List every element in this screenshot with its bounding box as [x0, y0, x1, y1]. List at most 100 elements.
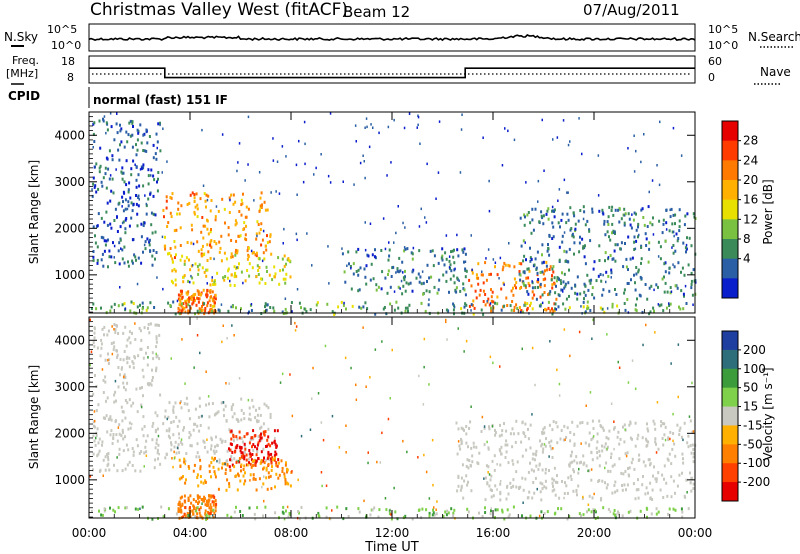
velocity-cell — [331, 414, 334, 418]
power-cell — [214, 293, 217, 297]
velocity-cell — [179, 505, 182, 509]
power-cell — [683, 294, 685, 298]
power-cell — [415, 276, 418, 280]
velocity-cell — [143, 425, 146, 428]
velocity-cell — [104, 455, 107, 459]
velocity-cell — [121, 428, 124, 432]
velocity-cell — [606, 333, 608, 336]
velocity-cell — [145, 351, 147, 355]
power-cell — [481, 273, 484, 277]
power-cell — [194, 262, 197, 266]
power-cell — [554, 302, 557, 306]
velocity-cell — [681, 452, 684, 456]
velocity-cell — [139, 507, 141, 510]
velocity-cell — [107, 458, 110, 462]
power-cell — [112, 241, 114, 245]
velocity-cell — [260, 432, 262, 436]
power-cell — [169, 211, 172, 215]
power-cell — [218, 240, 221, 244]
velocity-cell — [535, 464, 538, 468]
velocity-cell — [357, 507, 360, 511]
velocity-cell — [101, 327, 104, 331]
power-cell — [418, 280, 421, 284]
power-cell — [113, 244, 116, 248]
power-cell — [541, 261, 544, 265]
velocity-cell — [259, 461, 262, 465]
power-cell — [683, 223, 686, 227]
velocity-cell — [226, 463, 229, 467]
power-cell — [182, 275, 184, 279]
power-cell — [230, 239, 233, 242]
velocity-cell — [540, 444, 543, 448]
power-cell — [404, 226, 406, 229]
velocity-cell — [141, 427, 144, 431]
power-cell — [103, 220, 106, 224]
power-cell — [568, 247, 571, 251]
power-cell — [193, 193, 196, 197]
velocity-cell — [494, 484, 497, 488]
power-cell — [604, 251, 607, 255]
power-cell — [567, 218, 570, 222]
velocity-cell — [563, 496, 565, 500]
power-cell — [151, 231, 154, 235]
velocity-cell — [590, 478, 593, 482]
power-cell — [161, 171, 163, 174]
power-cell — [383, 306, 386, 309]
velocity-cell — [654, 331, 656, 334]
power-cell — [181, 306, 184, 310]
velocity-cell — [617, 430, 620, 434]
velocity-cell — [172, 433, 175, 437]
velocity-cell — [692, 430, 695, 433]
power-cell — [281, 257, 284, 261]
power-cell — [96, 258, 99, 262]
power-cell — [149, 301, 152, 305]
velocity-cell — [463, 428, 465, 432]
velocity-cell — [541, 442, 544, 446]
velocity-cell — [580, 460, 582, 464]
power-cell — [522, 239, 525, 243]
velocity-cell — [154, 323, 157, 327]
power-cell — [515, 286, 517, 290]
power-cell — [468, 304, 471, 308]
power-cell — [523, 223, 526, 227]
velocity-cell — [381, 431, 383, 435]
velocity-cell — [376, 460, 378, 464]
power-cell — [170, 215, 173, 219]
power-cell — [659, 245, 662, 249]
power-cell — [665, 228, 668, 231]
power-cell — [384, 247, 387, 251]
velocity-cell — [208, 498, 211, 502]
velocity-cell — [189, 506, 191, 510]
velocity-cell — [512, 505, 515, 509]
freq-label: Freq. — [12, 54, 39, 67]
velocity-cell — [238, 457, 241, 460]
power-cell — [132, 302, 135, 305]
velocity-cell — [109, 506, 111, 510]
velocity-cell — [139, 329, 142, 333]
velocity-cell — [113, 463, 115, 467]
velocity-cell — [244, 479, 247, 483]
velocity-cell — [606, 447, 608, 451]
velocity-cell — [243, 482, 246, 486]
power-cell — [363, 267, 366, 271]
velocity-cell — [642, 475, 644, 478]
velocity-cell — [548, 469, 550, 472]
power-cell — [368, 145, 371, 149]
power-cell — [482, 281, 485, 285]
velocity-cell — [156, 323, 159, 327]
power-cell — [592, 267, 595, 271]
velocity-cell — [565, 435, 568, 439]
power-cell — [206, 198, 209, 202]
power-cell — [304, 142, 306, 146]
power-cell — [403, 249, 406, 253]
power-cell — [564, 307, 567, 311]
power-cell — [662, 218, 665, 222]
velocity-cell — [156, 451, 159, 455]
power-cell — [205, 295, 208, 299]
velocity-cell — [240, 436, 243, 440]
velocity-cell — [170, 357, 172, 360]
power-cell — [217, 209, 220, 213]
power-cell — [635, 272, 638, 276]
velocity-cell — [214, 499, 217, 502]
power-cell — [566, 260, 569, 264]
